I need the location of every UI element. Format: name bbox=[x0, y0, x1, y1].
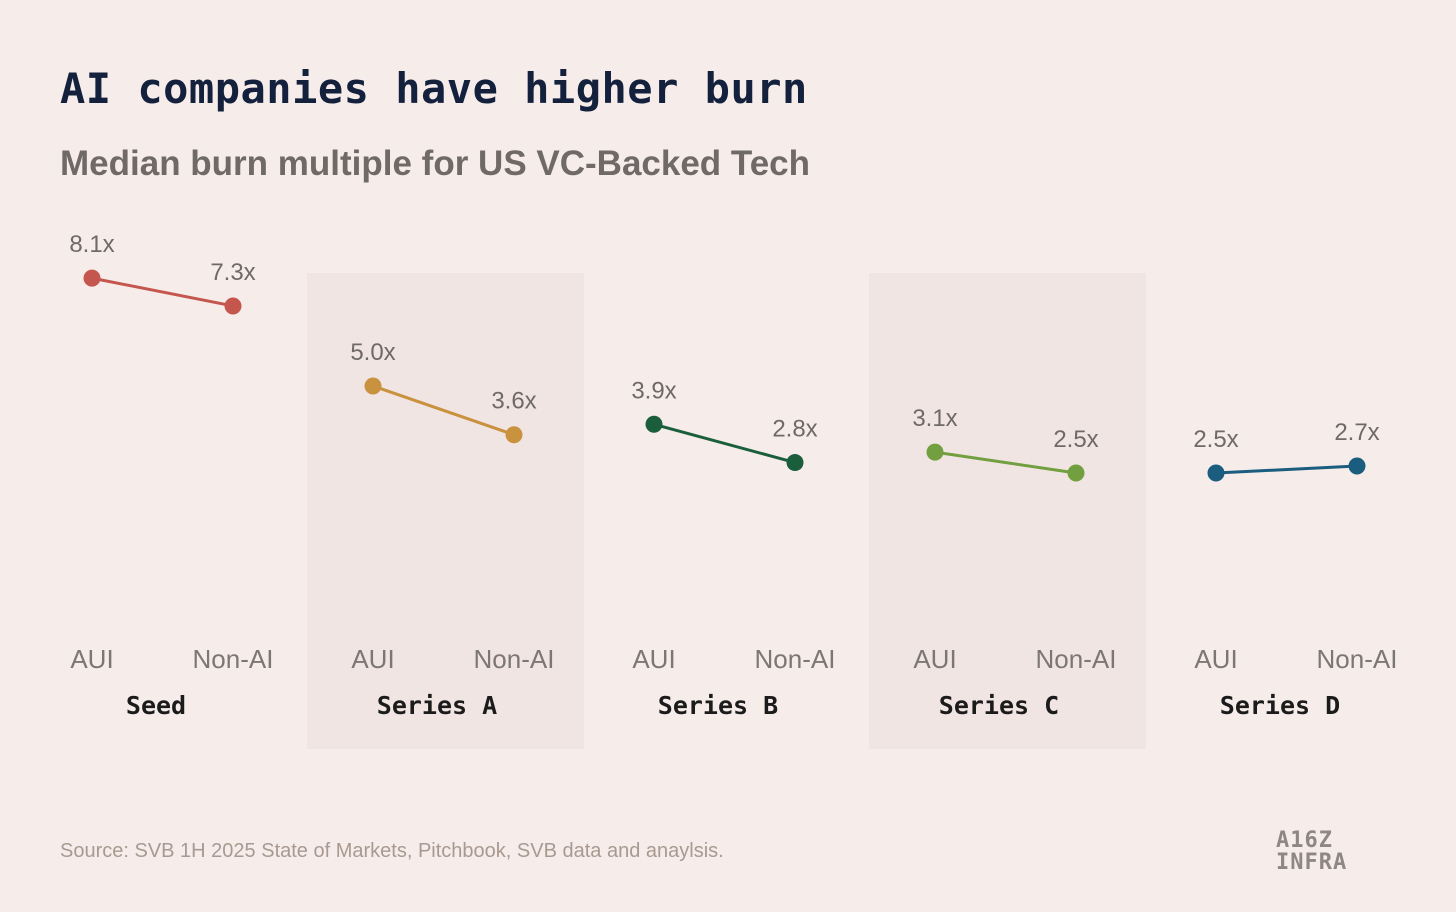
data-label-series-a-1: 3.6x bbox=[491, 388, 536, 415]
series-line-seed bbox=[91, 276, 234, 308]
logo-line-1: A16Z bbox=[1276, 828, 1333, 853]
source-note: Source: SVB 1H 2025 State of Markets, Pi… bbox=[60, 840, 724, 862]
data-label-series-b-1: 2.8x bbox=[772, 416, 817, 443]
group-label-series-b: Series B bbox=[658, 691, 778, 720]
group-label-series-d: Series D bbox=[1220, 691, 1340, 720]
data-point-series-a-1 bbox=[505, 426, 523, 444]
data-point-series-b-0 bbox=[645, 415, 663, 433]
series-line-series-c bbox=[934, 450, 1077, 475]
series-line-series-b bbox=[653, 422, 796, 465]
data-label-series-d-1: 2.7x bbox=[1334, 419, 1379, 446]
data-point-series-b-1 bbox=[786, 454, 804, 472]
data-point-series-a-0 bbox=[364, 377, 382, 395]
data-label-series-a-0: 5.0x bbox=[350, 339, 395, 366]
x-tick-series-d-0: AUI bbox=[1194, 644, 1237, 674]
group-label-seed: Seed bbox=[126, 691, 186, 720]
chart-subtitle: Median burn multiple for US VC-Backed Te… bbox=[60, 144, 811, 183]
data-point-series-d-1 bbox=[1348, 457, 1366, 475]
x-tick-series-a-1: Non-AI bbox=[474, 644, 555, 674]
x-tick-series-c-1: Non-AI bbox=[1036, 644, 1117, 674]
data-label-seed-1: 7.3x bbox=[210, 259, 255, 286]
x-tick-seed-1: Non-AI bbox=[193, 644, 274, 674]
x-tick-series-b-0: AUI bbox=[632, 644, 675, 674]
panel-bg-series-a bbox=[307, 273, 584, 749]
x-tick-series-c-0: AUI bbox=[913, 644, 956, 674]
series-line-series-d bbox=[1215, 464, 1358, 475]
x-tick-seed-0: AUI bbox=[70, 644, 113, 674]
panel-bg-series-c bbox=[869, 273, 1146, 749]
data-point-series-c-1 bbox=[1067, 464, 1085, 482]
a16z-infra-logo: A16Z INFRA bbox=[1276, 830, 1347, 874]
x-tick-series-d-1: Non-AI bbox=[1317, 644, 1398, 674]
logo-line-2: INFRA bbox=[1276, 850, 1348, 875]
data-label-series-c-0: 3.1x bbox=[912, 405, 957, 432]
chart-title: AI companies have higher burn bbox=[60, 64, 808, 113]
x-tick-series-b-1: Non-AI bbox=[755, 644, 836, 674]
data-point-seed-1 bbox=[224, 297, 242, 315]
group-label-series-c: Series C bbox=[939, 691, 1059, 720]
x-tick-series-a-0: AUI bbox=[351, 644, 394, 674]
data-point-series-d-0 bbox=[1207, 464, 1225, 482]
data-label-series-b-0: 3.9x bbox=[631, 377, 676, 404]
data-label-series-d-0: 2.5x bbox=[1193, 426, 1238, 453]
data-label-series-c-1: 2.5x bbox=[1053, 426, 1098, 453]
data-point-seed-0 bbox=[83, 269, 101, 287]
data-point-series-c-0 bbox=[926, 443, 944, 461]
series-line-series-a bbox=[372, 384, 515, 437]
data-label-seed-0: 8.1x bbox=[69, 231, 114, 258]
group-label-series-a: Series A bbox=[377, 691, 497, 720]
